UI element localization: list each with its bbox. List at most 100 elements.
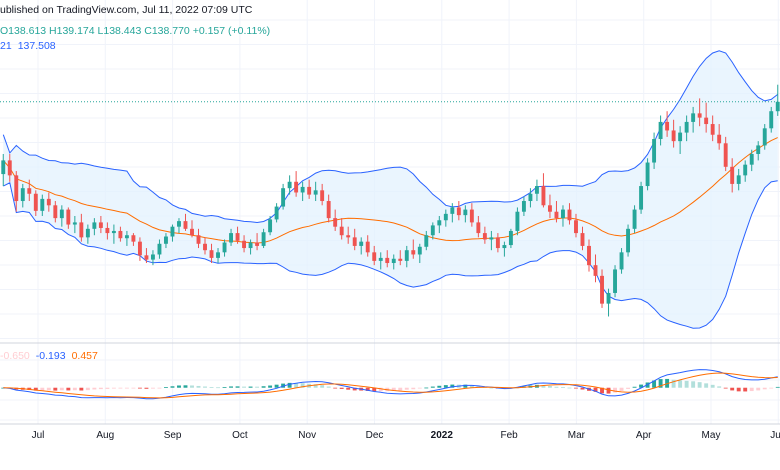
candle-body bbox=[548, 205, 552, 212]
macd-histogram-bar bbox=[79, 387, 84, 391]
macd-histogram-bar bbox=[404, 387, 409, 390]
time-axis-label: Nov bbox=[298, 430, 316, 441]
bollinger-fill-area bbox=[3, 50, 778, 329]
candle-body bbox=[53, 205, 58, 219]
macd-readout: -0.650 -0.193 0.457 bbox=[0, 350, 98, 362]
candle-body bbox=[600, 275, 604, 304]
macd-histogram-bar bbox=[33, 387, 38, 391]
candle-body bbox=[190, 228, 194, 236]
macd-signal-value: 0.457 bbox=[71, 350, 98, 362]
macd-histogram-bar bbox=[619, 387, 624, 391]
macd-histogram-bar bbox=[92, 387, 97, 390]
macd-histogram-bar bbox=[691, 381, 696, 388]
candle-body bbox=[333, 218, 338, 227]
macd-histogram-bar bbox=[593, 387, 598, 392]
macd-histogram-bar bbox=[105, 387, 110, 389]
macd-histogram-bar bbox=[268, 385, 273, 388]
candle-body bbox=[222, 242, 227, 253]
macd-histogram-bar bbox=[1, 387, 6, 389]
candle-body bbox=[79, 222, 84, 238]
macd-histogram-bar bbox=[333, 387, 338, 389]
candle-body bbox=[346, 235, 351, 238]
macd-histogram-bar bbox=[177, 385, 181, 388]
bollinger-band-lines bbox=[2, 50, 779, 329]
macd-histogram-bar bbox=[769, 387, 774, 389]
ohlc-change: +0.157 (+0.11%) bbox=[192, 25, 271, 37]
candle-body bbox=[124, 235, 129, 239]
time-axis: Jul Aug Sep Oct Nov Dec 2022 Feb Mar Apr May Jun bbox=[32, 430, 780, 441]
macd-histogram-bar bbox=[248, 386, 253, 388]
candle-body bbox=[521, 201, 526, 212]
time-axis-label: Sep bbox=[164, 430, 182, 441]
candle-body bbox=[248, 242, 253, 249]
macd-histogram-bar bbox=[710, 384, 715, 388]
macd-histogram-bar bbox=[313, 384, 318, 388]
macd-histogram-bar bbox=[443, 385, 448, 388]
macd-histogram-bar bbox=[27, 387, 32, 390]
candle-body bbox=[164, 236, 168, 244]
candle-body bbox=[105, 227, 110, 234]
candlestick-series bbox=[1, 84, 780, 317]
macd-histogram-bar bbox=[190, 385, 194, 388]
macd-histogram-bar bbox=[561, 387, 565, 388]
candle-body bbox=[697, 113, 702, 118]
macd-histogram-bar bbox=[600, 387, 604, 394]
macd-histogram-bar bbox=[697, 382, 702, 388]
candle-body bbox=[359, 241, 364, 246]
candle-body bbox=[528, 193, 533, 202]
macd-histogram-bar bbox=[678, 380, 683, 388]
candle-body bbox=[59, 209, 64, 219]
candle-body bbox=[294, 181, 299, 193]
time-axis-label: Jul bbox=[32, 430, 45, 441]
macd-histogram-bar bbox=[372, 387, 377, 392]
candle-body bbox=[307, 186, 312, 195]
macd-histogram-bar bbox=[671, 379, 676, 388]
candle-body bbox=[723, 143, 728, 167]
candle-body bbox=[14, 175, 19, 202]
candle-body bbox=[137, 241, 142, 256]
macd-histogram-bar bbox=[469, 385, 474, 388]
candle-body bbox=[411, 250, 416, 255]
macd-histogram-bar bbox=[118, 387, 123, 389]
candle-body bbox=[157, 243, 162, 255]
bollinger-readout: 21 137.508 bbox=[0, 40, 56, 52]
ohlc-open: O138.613 bbox=[0, 25, 47, 37]
macd-pane bbox=[1, 369, 780, 400]
macd-histogram-bar bbox=[40, 387, 45, 391]
candle-body bbox=[20, 188, 25, 202]
macd-histogram-bar bbox=[150, 387, 155, 389]
macd-histogram-bar bbox=[613, 387, 617, 393]
macd-histogram-bar bbox=[391, 387, 396, 391]
macd-histogram-bar bbox=[216, 387, 220, 389]
candle-body bbox=[489, 237, 494, 240]
candle-body bbox=[502, 245, 507, 249]
macd-histogram-bar bbox=[762, 387, 767, 390]
macd-histogram-bar bbox=[424, 387, 429, 389]
candle-body bbox=[203, 243, 207, 251]
candle-body bbox=[46, 198, 51, 206]
candle-body bbox=[736, 175, 741, 184]
candle-body bbox=[398, 258, 403, 261]
macd-histogram-bar bbox=[59, 387, 64, 391]
candle-body bbox=[255, 242, 260, 246]
candle-body bbox=[619, 252, 624, 270]
candle-body bbox=[365, 241, 370, 253]
macd-histogram-bar bbox=[567, 387, 572, 389]
macd-histogram-bar bbox=[463, 384, 468, 388]
time-axis-label: Feb bbox=[500, 430, 518, 441]
macd-histogram-bar bbox=[144, 387, 149, 389]
candle-body bbox=[118, 230, 123, 239]
macd-histogram-bar bbox=[626, 387, 631, 389]
macd-histogram-bar bbox=[450, 384, 455, 388]
candle-body bbox=[424, 235, 429, 247]
candle-body bbox=[313, 190, 318, 195]
candle-body bbox=[66, 209, 71, 225]
candle-body bbox=[671, 130, 676, 142]
macd-histogram-bar bbox=[417, 387, 422, 389]
candle-body bbox=[177, 221, 181, 227]
candle-body bbox=[326, 201, 331, 219]
macd-histogram-bar bbox=[365, 387, 370, 391]
candle-body bbox=[261, 232, 266, 246]
macd-histogram-bar bbox=[203, 386, 207, 388]
